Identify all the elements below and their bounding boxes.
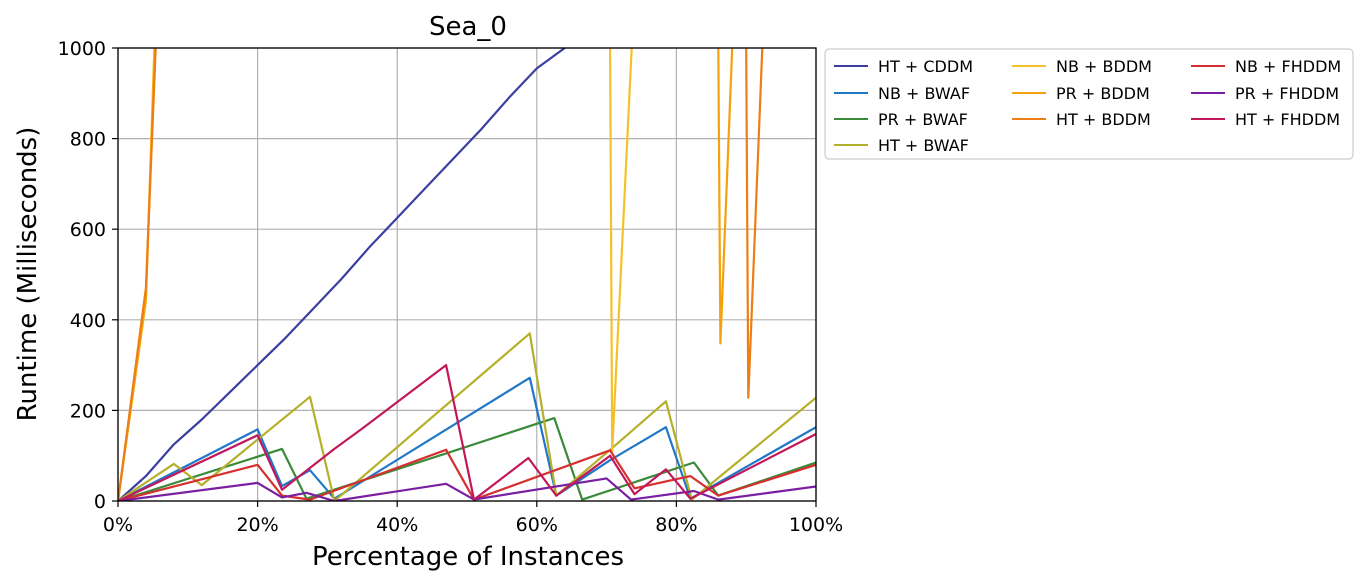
grid-lines bbox=[117, 47, 817, 502]
x-tick-label: 100% bbox=[789, 514, 843, 536]
legend-label-ht-bwaf: HT + BWAF bbox=[878, 136, 969, 155]
series-line-ht-fhddm bbox=[118, 364, 816, 501]
legend-label-pr-bwaf: PR + BWAF bbox=[878, 110, 968, 129]
legend-label-pr-bddm: PR + BDDM bbox=[1056, 84, 1150, 103]
legend-box bbox=[824, 48, 1354, 160]
x-tick-label: 0% bbox=[103, 514, 133, 536]
x-axis-title: Percentage of Instances bbox=[312, 542, 624, 572]
legend-label-pr-fhddm: PR + FHDDM bbox=[1235, 84, 1339, 103]
y-tick-label: 800 bbox=[70, 129, 106, 151]
axis-ticks: 0% 20% 40% 60% 80% 100% 0 200 400 600 800 1000 bbox=[58, 38, 844, 536]
y-tick-label: 400 bbox=[70, 310, 106, 332]
plot-area-frame bbox=[117, 47, 817, 502]
series-line-ht-bddm bbox=[118, 48, 764, 501]
y-tick-label: 0 bbox=[94, 491, 106, 513]
legend-label-ht-fhddm: HT + FHDDM bbox=[1235, 110, 1340, 129]
y-tick-label: 1000 bbox=[58, 38, 106, 60]
y-tick-label: 200 bbox=[70, 400, 106, 422]
series-line-nb-bwaf bbox=[118, 376, 816, 501]
series-line-ht-cddm bbox=[118, 48, 566, 501]
x-tick-label: 40% bbox=[376, 514, 418, 536]
legend-label-nb-bwaf: NB + BWAF bbox=[878, 84, 970, 103]
y-tick-label: 600 bbox=[70, 219, 106, 241]
x-tick-label: 80% bbox=[655, 514, 697, 536]
legend-label-ht-cddm: HT + CDDM bbox=[878, 57, 973, 76]
legend-label-nb-bddm: NB + BDDM bbox=[1056, 57, 1152, 76]
y-axis-title: Runtime (Milliseconds) bbox=[13, 127, 43, 422]
series-lines bbox=[118, 48, 816, 501]
x-tick-label: 20% bbox=[236, 514, 278, 536]
x-tick-label: 60% bbox=[516, 514, 558, 536]
legend-label-nb-fhddm: NB + FHDDM bbox=[1235, 57, 1341, 76]
legend-label-ht-bddm: HT + BDDM bbox=[1056, 110, 1151, 129]
series-line-pr-fhddm bbox=[118, 477, 816, 501]
legend: HT + CDDM NB + BWAF PR + BWAF HT + BWAF NB +… bbox=[824, 48, 1354, 160]
chart-title: Sea_0 bbox=[429, 12, 507, 42]
series-line-ht-bwaf bbox=[118, 332, 816, 501]
